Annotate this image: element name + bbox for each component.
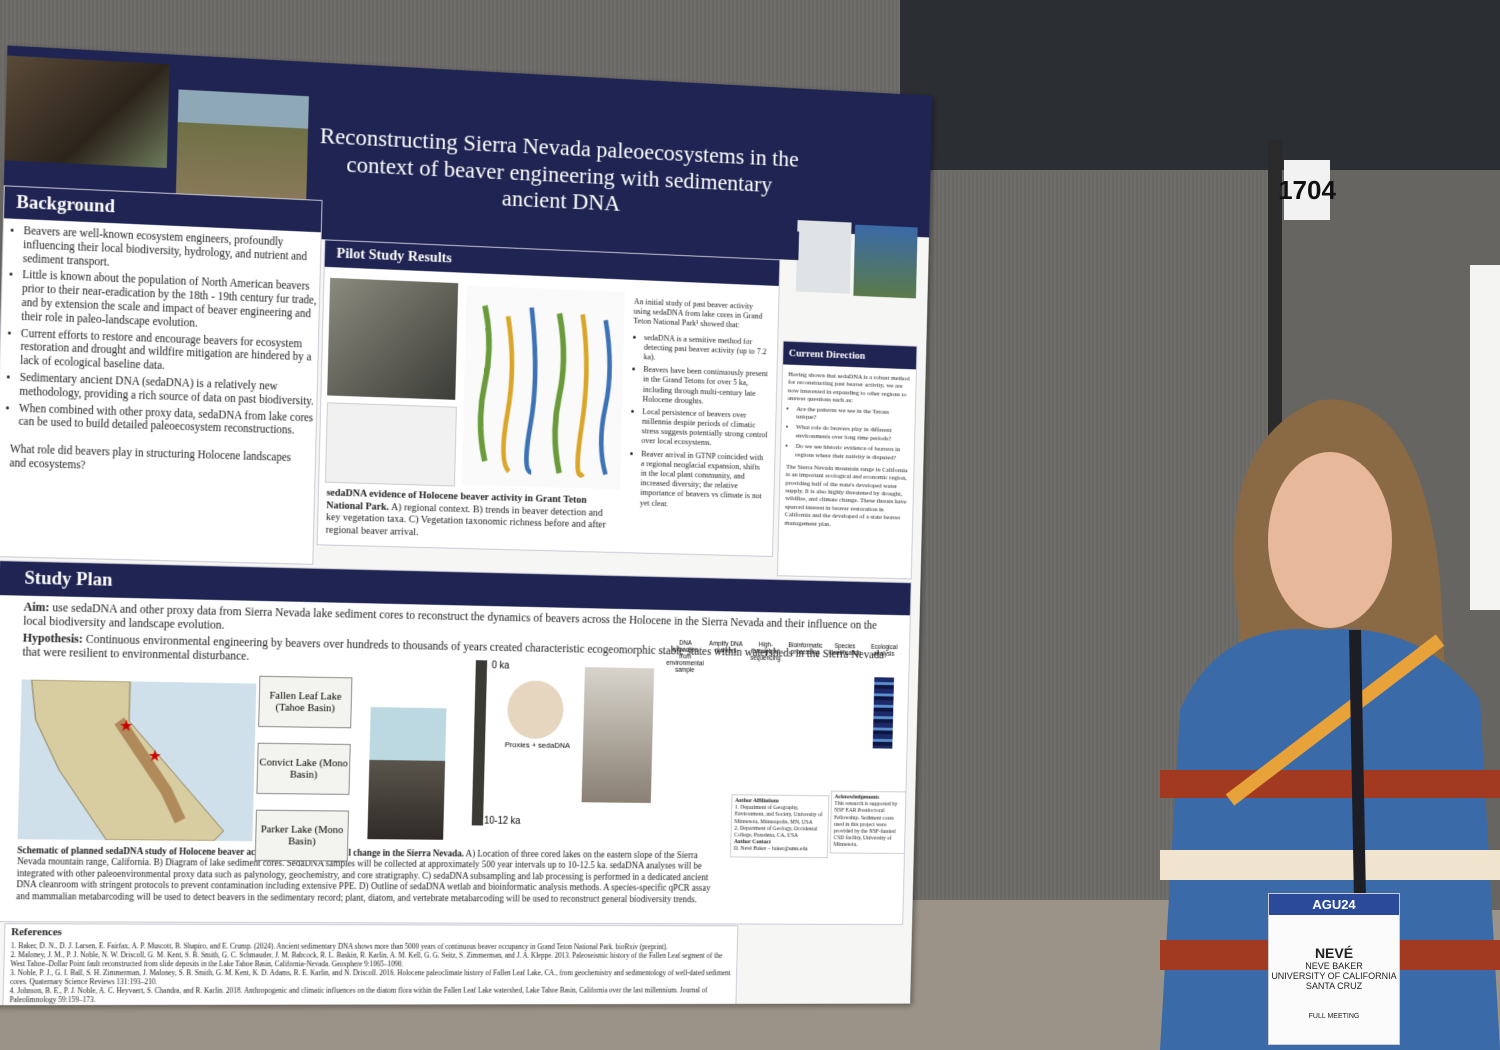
bullet: What role do beavers play in different e… (796, 423, 909, 443)
rainbow-strap (1225, 634, 1445, 806)
current-text: Having shown that sedaDNA is a robust me… (779, 364, 916, 535)
figure-bg (461, 285, 625, 490)
background-section: Background Beavers are well-known ecosys… (0, 185, 323, 565)
sediment-core (471, 660, 488, 826)
affiliation-list: 1. Department of Geography, Environment,… (734, 805, 825, 840)
poster-title: Reconstructing Sierra Nevada paleoecosys… (319, 123, 799, 217)
sweater-stripe (1160, 770, 1500, 798)
ack-heading: Acknowledgements (834, 794, 880, 801)
reference-list: 1. Baker, D. N., D. J. Larsen, E. Fairfa… (3, 941, 737, 1005)
california (28, 680, 228, 841)
list-item: 3. Noble, P. J., G. I. Ball, S. H. Zimme… (9, 968, 731, 987)
list-item: 2. Maloney, J. M., P. J. Noble, N. W. Dr… (10, 950, 723, 969)
method-step: Amplify DNA markers (709, 640, 743, 655)
pilot-text: An initial study of past beaver activity… (629, 296, 771, 513)
figure-caption: sedaDNA evidence of Holocene beaver acti… (325, 488, 617, 545)
method-step: Species identification (828, 643, 862, 658)
aim-label: Aim: (23, 599, 50, 615)
lake-marker: ★ (119, 718, 133, 735)
lake-label: Convict Lake (Mono Basin) (256, 742, 351, 795)
name-badge: AGU24 NEVÉ NEVE BAKER UNIVERSITY OF CALI… (1268, 893, 1400, 1045)
affiliations: Author Affiliations 1. Department of Geo… (729, 794, 830, 858)
badge-affiliation: UNIVERSITY OF CALIFORNIA SANTA CRUZ (1271, 971, 1397, 991)
bullet: sedaDNA is a sensitive method for detect… (643, 332, 770, 366)
contact-heading: Author Contact (733, 839, 771, 846)
proxies-label: Proxies + sedaDNA (504, 740, 571, 750)
bullet-list: sedaDNA is a sensitive method for detect… (629, 331, 770, 510)
lake-photo (853, 224, 918, 299)
badge-first-name: NEVÉ (1314, 945, 1354, 961)
bullet: Beavers have been continuously present i… (642, 364, 769, 408)
method-steps: DNA extraction from environmental sample… (666, 640, 902, 678)
bullet-list: Are the patterns we see in the Tetons un… (786, 404, 909, 462)
list-item: 1. Department of Geography, Environment,… (734, 804, 823, 826)
dam-photo (175, 89, 309, 205)
bullet: Are the patterns we see in the Tetons un… (796, 405, 909, 425)
ceiling (900, 0, 1500, 170)
section-heading: References (11, 926, 62, 939)
cleanroom-photo (581, 667, 655, 803)
method-step: Ecological analysis (870, 643, 898, 658)
lake-diagram (367, 707, 447, 840)
bullet: Local persistence of beavers over millen… (641, 406, 768, 449)
badge-event: AGU24 (1269, 894, 1399, 915)
bullet: Current efforts to restore and encourage… (20, 327, 318, 379)
beaver-photo (4, 55, 170, 169)
method-step: Bioinformatic processing (788, 642, 823, 657)
contact: D. Nevé Baker – baker@umn.edu (733, 846, 808, 853)
sweater-stripe (1160, 850, 1500, 880)
proxies-figure (506, 680, 565, 740)
list-item: 4. Johnson, B. E., P. J. Noble, A. C. He… (9, 985, 708, 1005)
richness-figure (324, 402, 457, 487)
lake-marker: ★ (147, 748, 161, 765)
pilot-section: Pilot Study Results sedaDNA evidence of … (316, 239, 781, 557)
neighbor-poster (1470, 265, 1500, 610)
badge-registration: FULL MEETING (1308, 1013, 1360, 1020)
acknowledgements: Acknowledgements This research is suppor… (829, 790, 909, 854)
poster: Reconstructing Sierra Nevada paleoecosys… (0, 45, 933, 1006)
heatmap (872, 677, 895, 749)
bullet-list: Beavers are well-known ecosystem enginee… (0, 224, 321, 439)
current-intro: Having shown that sedaDNA is a robust me… (787, 370, 910, 405)
references-section: References 1. Baker, D. N., D. J. Larsen… (2, 923, 739, 1006)
ack-text: This research is supported by NSF EAR Po… (833, 801, 898, 849)
bullet: Do we see historic evidence of beavers i… (795, 442, 908, 462)
lake-label: Fallen Leaf Lake (Tahoe Basin) (258, 675, 353, 729)
face (1268, 452, 1392, 628)
research-question: What role did beavers play in structurin… (9, 443, 292, 472)
lake-label: Parker Lake (Mono Basin) (254, 809, 350, 862)
figure-caption: Schematic of planned sedaDNA study of Ho… (16, 846, 721, 906)
method-step: High-throughput sequencing (750, 641, 781, 663)
hypothesis-label: Hypothesis: (22, 630, 83, 646)
bullet: Little is known about the population of … (21, 269, 319, 335)
method-step: DNA extraction from environmental sample (666, 640, 704, 674)
pilot-intro: An initial study of past beaver activity… (633, 296, 763, 330)
map-figure (327, 277, 459, 400)
core-bottom-label: 10-12 ka (483, 815, 521, 827)
bullet: Beaver arrival in GTNP coincided with a … (640, 448, 768, 510)
california-map: ★ ★ (17, 679, 257, 842)
booth-number: 1704 (1278, 160, 1336, 220)
current-paragraph: The Sierra Nevada mountain range in Cali… (784, 462, 908, 528)
affiliations-heading: Author Affiliations (734, 798, 780, 805)
coring-photo (795, 220, 852, 294)
badge-full-name: NEVE BAKER (1305, 961, 1363, 971)
list-item: 2. Department of Geology, Occidental Col… (734, 825, 818, 839)
trend-figure (461, 285, 625, 490)
current-section: Current Direction Having shown that seda… (776, 340, 918, 580)
presenter (1160, 399, 1500, 1050)
core-top-label: 0 ka (491, 660, 510, 672)
study-plan-section: Study Plan Aim: use sedaDNA and other pr… (0, 560, 912, 925)
lanyard (1349, 629, 1366, 901)
